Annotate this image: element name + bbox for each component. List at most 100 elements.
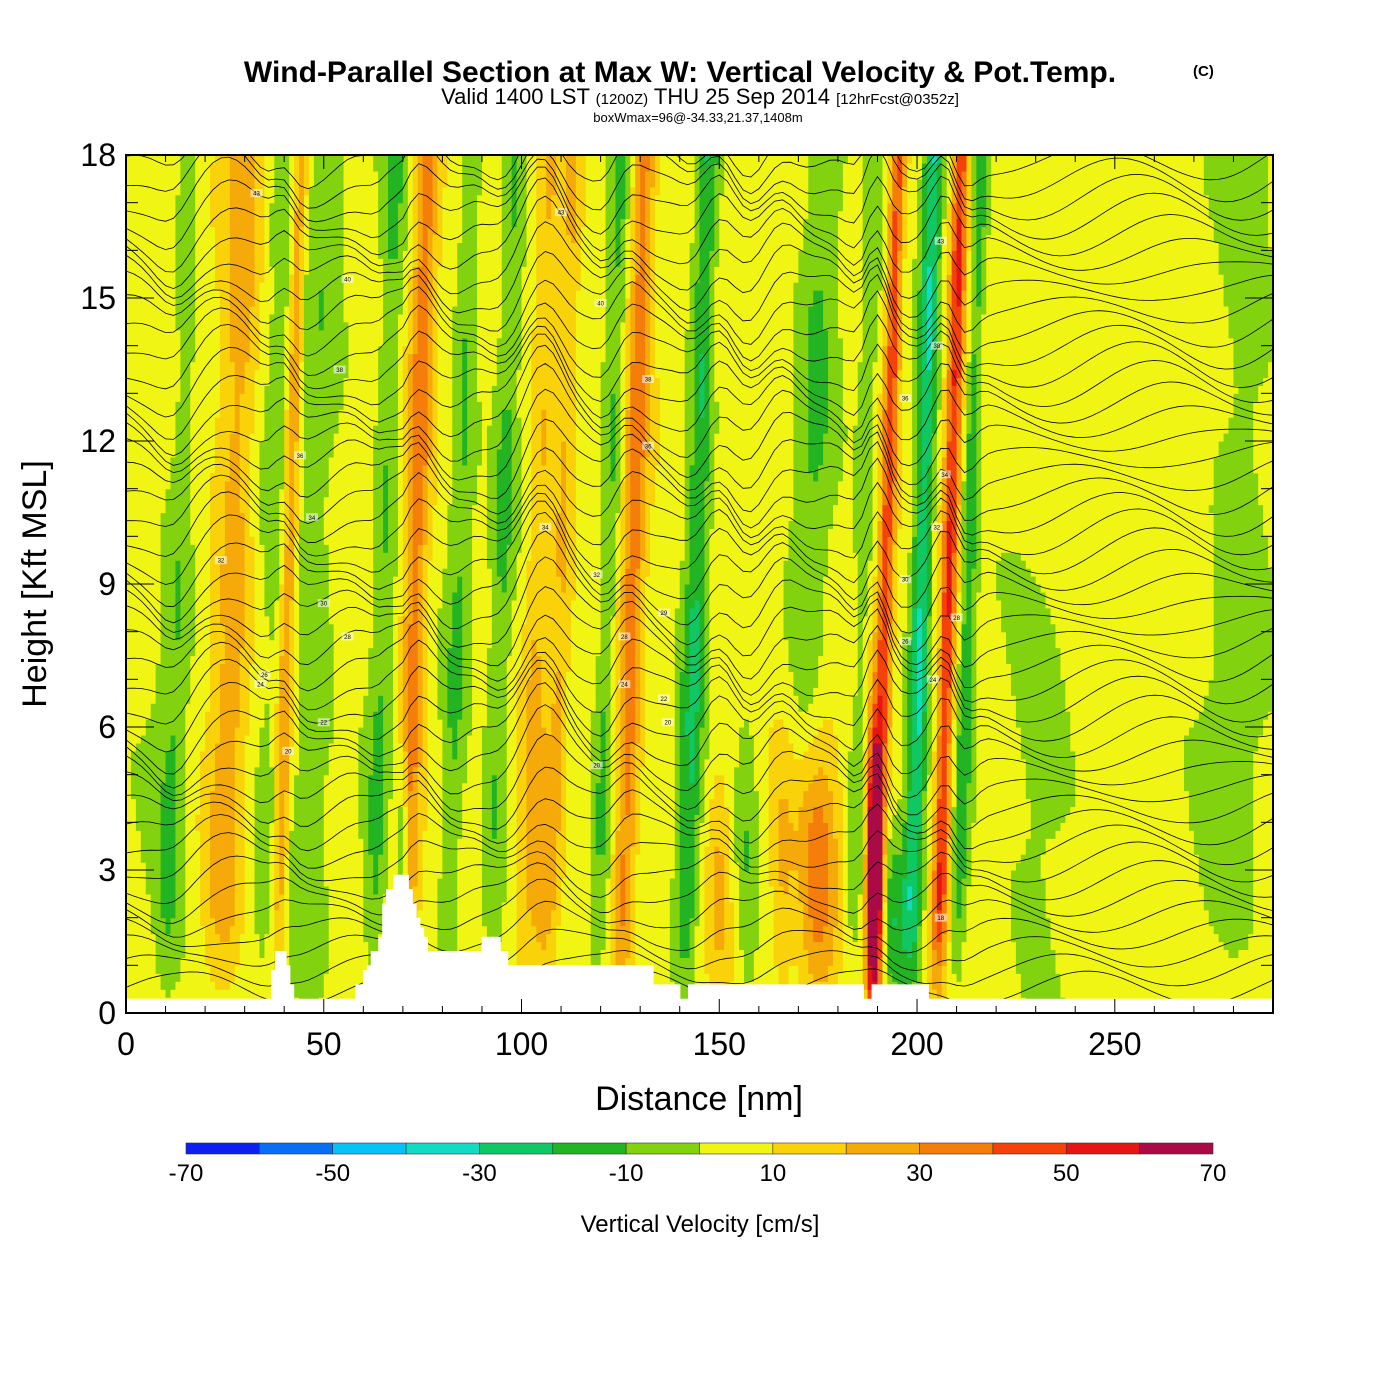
velocity-cell	[818, 464, 844, 474]
velocity-cell	[674, 734, 681, 744]
velocity-cell	[284, 536, 290, 545]
velocity-cell	[867, 870, 884, 879]
velocity-cell	[145, 862, 162, 871]
velocity-cell	[783, 560, 829, 569]
velocity-cell	[333, 711, 364, 720]
velocity-cell	[595, 814, 607, 823]
velocity-cell	[882, 520, 893, 529]
velocity-cell	[279, 631, 285, 641]
velocity-cell	[892, 639, 898, 649]
velocity-cell	[590, 885, 607, 895]
velocity-cell	[575, 568, 602, 577]
velocity-cell	[1253, 830, 1273, 839]
velocity-cell	[219, 687, 241, 696]
velocity-cell	[412, 607, 419, 617]
velocity-cell	[674, 679, 681, 688]
velocity-cell	[931, 528, 938, 537]
velocity-cell	[877, 623, 884, 633]
velocity-cell	[926, 750, 933, 760]
velocity-cell	[926, 758, 933, 768]
velocity-cell	[926, 925, 933, 935]
velocity-cell	[244, 512, 251, 522]
velocity-cell	[768, 734, 790, 744]
velocity-cell	[289, 496, 295, 506]
velocity-cell	[921, 464, 928, 474]
velocity-cell	[640, 504, 646, 514]
velocity-cell	[175, 981, 216, 990]
velocity-cell	[135, 822, 162, 831]
velocity-cell	[373, 520, 384, 529]
velocity-cell	[397, 647, 404, 657]
velocity-cell	[902, 893, 908, 903]
velocity-cell	[254, 917, 270, 927]
velocity-cell	[397, 639, 404, 649]
velocity-cell	[689, 544, 706, 553]
velocity-cell	[1015, 695, 1066, 704]
velocity-cell	[1020, 973, 1062, 982]
velocity-cell	[951, 584, 958, 593]
velocity-cell	[872, 790, 884, 800]
velocity-cell	[210, 830, 236, 839]
velocity-cell	[427, 568, 444, 577]
velocity-cell	[279, 528, 285, 537]
velocity-cell	[862, 822, 869, 831]
velocity-cell	[407, 663, 419, 672]
velocity-cell	[872, 750, 884, 760]
velocity-cell	[689, 631, 701, 641]
velocity-cell	[190, 488, 211, 498]
velocity-cell	[699, 750, 710, 760]
velocity-cell	[882, 917, 888, 927]
velocity-cell	[630, 480, 641, 490]
velocity-cell	[892, 782, 903, 792]
velocity-cell	[897, 806, 908, 815]
velocity-cell	[427, 727, 444, 736]
velocity-cell	[185, 941, 206, 951]
velocity-cell	[917, 488, 923, 498]
velocity-cell	[1065, 703, 1205, 712]
velocity-cell	[417, 560, 424, 569]
velocity-cell	[635, 631, 641, 641]
velocity-cell	[946, 933, 953, 943]
velocity-cell	[714, 512, 795, 522]
velocity-cell	[135, 798, 162, 808]
velocity-cell	[971, 584, 982, 593]
velocity-cell	[926, 734, 933, 744]
velocity-cell	[481, 854, 508, 863]
velocity-cell	[892, 520, 898, 529]
velocity-cell	[447, 695, 463, 704]
velocity-cell	[1253, 822, 1273, 831]
velocity-cell	[882, 472, 888, 482]
velocity-cell	[412, 568, 419, 577]
velocity-cell	[615, 544, 621, 553]
velocity-cell	[486, 456, 498, 466]
velocity-cell	[427, 623, 439, 633]
velocity-cell	[595, 798, 607, 808]
velocity-cell	[229, 464, 241, 474]
velocity-cell	[872, 615, 879, 625]
velocity-cell	[842, 862, 849, 871]
velocity-cell	[417, 687, 424, 696]
velocity-cell	[373, 639, 394, 649]
velocity-cell	[699, 822, 710, 831]
velocity-cell	[442, 576, 458, 585]
velocity-cell	[397, 456, 404, 466]
velocity-cell	[862, 846, 869, 855]
velocity-cell	[837, 854, 844, 863]
velocity-cell	[437, 615, 453, 625]
velocity-cell	[447, 560, 473, 569]
velocity-cell	[1253, 901, 1273, 911]
velocity-cell	[427, 663, 439, 672]
velocity-cell	[931, 774, 938, 784]
velocity-cell	[946, 504, 958, 514]
velocity-cell	[842, 917, 849, 927]
velocity-cell	[447, 544, 473, 553]
velocity-cell	[694, 949, 706, 958]
velocity-cell	[1203, 885, 1254, 895]
velocity-cell	[739, 941, 760, 951]
velocity-cell	[210, 599, 221, 609]
velocity-cell	[808, 838, 829, 847]
velocity-cell	[358, 798, 369, 808]
velocity-cell	[383, 504, 389, 514]
velocity-cell	[234, 973, 275, 982]
velocity-cell	[971, 695, 977, 704]
